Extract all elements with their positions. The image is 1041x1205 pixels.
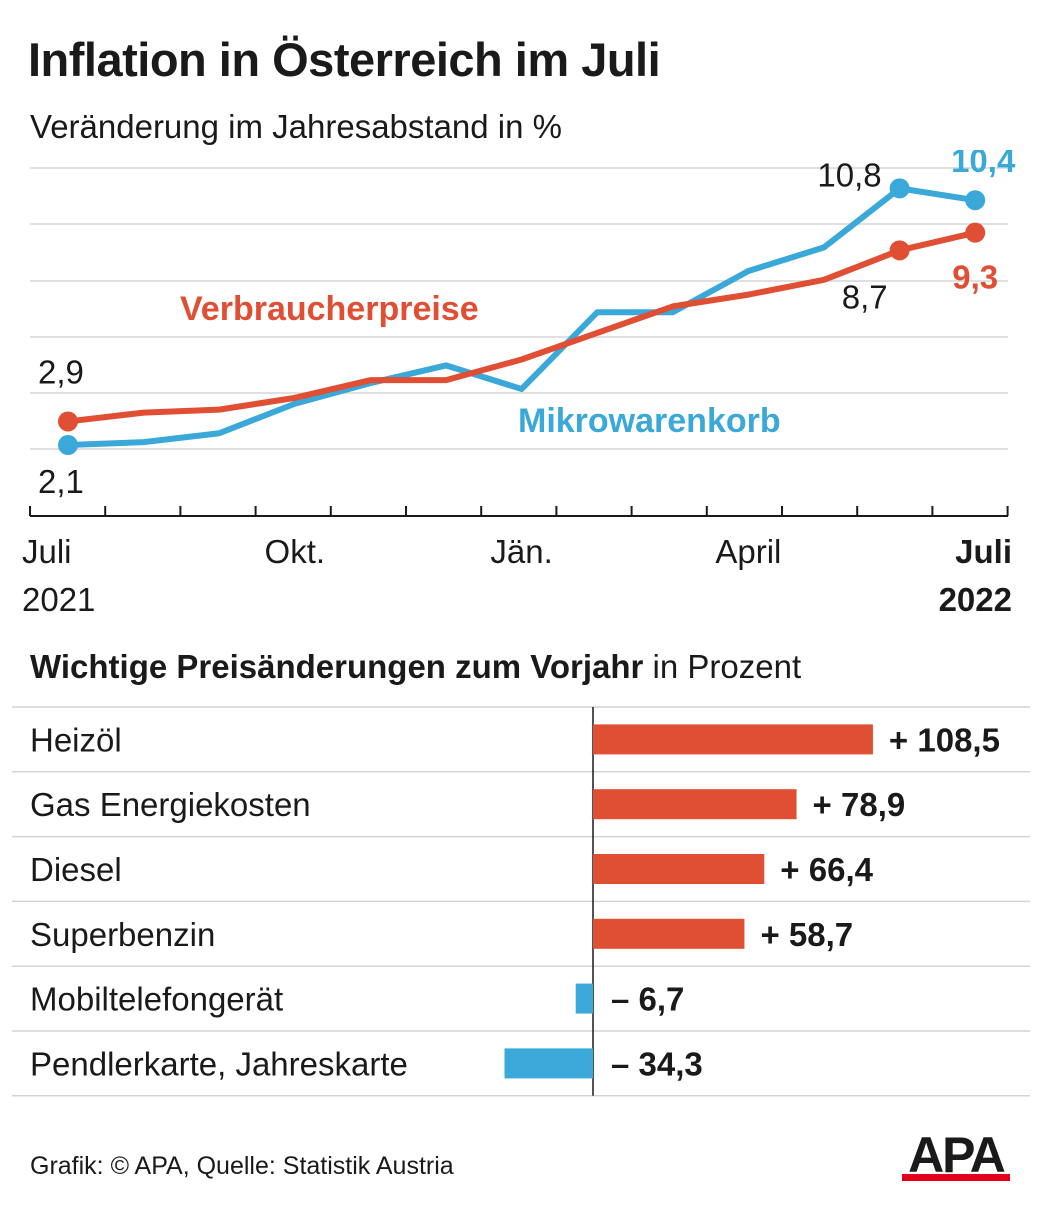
bar [593,918,745,949]
series-line [65,185,979,449]
series-verbraucherpreise [58,222,986,432]
data-label: 10,8 [817,156,881,193]
x-tick-label: Okt. [265,533,326,570]
bar [593,724,873,755]
x-tick-label-year: 2022 [939,581,1012,618]
data-label: 8,7 [842,278,888,315]
x-tick-label: Jän. [490,533,552,570]
x-tick-label: Juli [955,533,1012,570]
bar-chart: Heizöl + 108,5 Gas Energiekosten + 78,9 Dies… [12,706,1030,1097]
logo-underline [902,1174,1010,1181]
apa-logo: APA [902,1132,1010,1183]
bar [593,789,797,820]
x-axis: Juli 2021 Okt. Jän. April Juli 2022 [22,506,1012,618]
data-point [965,222,986,243]
bar-chart-title: Wichtige Preisänderungen zum Vorjahr in … [30,648,801,686]
x-tick-label: Juli [22,533,72,570]
series-label-mikrowarenkorb: Mikrowarenkorb [518,402,781,440]
series-line [65,229,979,425]
source-credit: Grafik: © APA, Quelle: Statistik Austria [30,1152,454,1180]
value-label: – 34,3 [611,1045,703,1082]
category-label: Gas Energiekosten [30,786,311,823]
bar [504,1048,593,1079]
series-label-verbraucherpreise: Verbraucherpreise [180,290,479,328]
category-label: Pendlerkarte, Jahreskarte [30,1045,408,1082]
value-label: + 108,5 [889,721,1000,758]
gridlines [30,167,1008,450]
data-point [889,240,910,261]
data-point [58,435,78,456]
category-label: Mobiltelefongerät [30,981,283,1018]
bar-chart-title-main: Wichtige Preisänderungen zum Vorjahr [30,648,644,685]
value-label: + 78,9 [813,786,906,823]
value-label: + 66,4 [780,851,873,888]
value-label: – 6,7 [611,981,684,1018]
chart-subtitle: Veränderung im Jahresabstand in % [30,108,562,145]
chart-title: Inflation in Österreich im Juli [28,33,661,86]
data-label: 2,1 [38,463,84,500]
bar-chart-title-unit: in Prozent [652,648,802,685]
x-tick-label-year: 2021 [22,581,95,618]
data-point [58,411,78,432]
value-label: + 58,7 [760,916,853,953]
row-separators [12,706,1030,1097]
data-label: 2,9 [38,353,84,390]
x-tick-label: April [715,533,781,570]
data-point [889,178,910,199]
series-mikrowarenkorb [58,178,986,456]
category-label: Heizöl [30,721,122,758]
category-label: Superbenzin [30,916,215,953]
data-point [965,190,986,211]
line-chart: Juli 2021 Okt. Jän. April Juli 2022 2,9 8,7 9,3 2,… [22,150,1016,618]
category-label: Diesel [30,851,122,888]
data-label: 10,4 [951,150,1016,179]
bar [593,854,765,884]
data-label: 9,3 [952,259,998,296]
bar [575,983,593,1014]
